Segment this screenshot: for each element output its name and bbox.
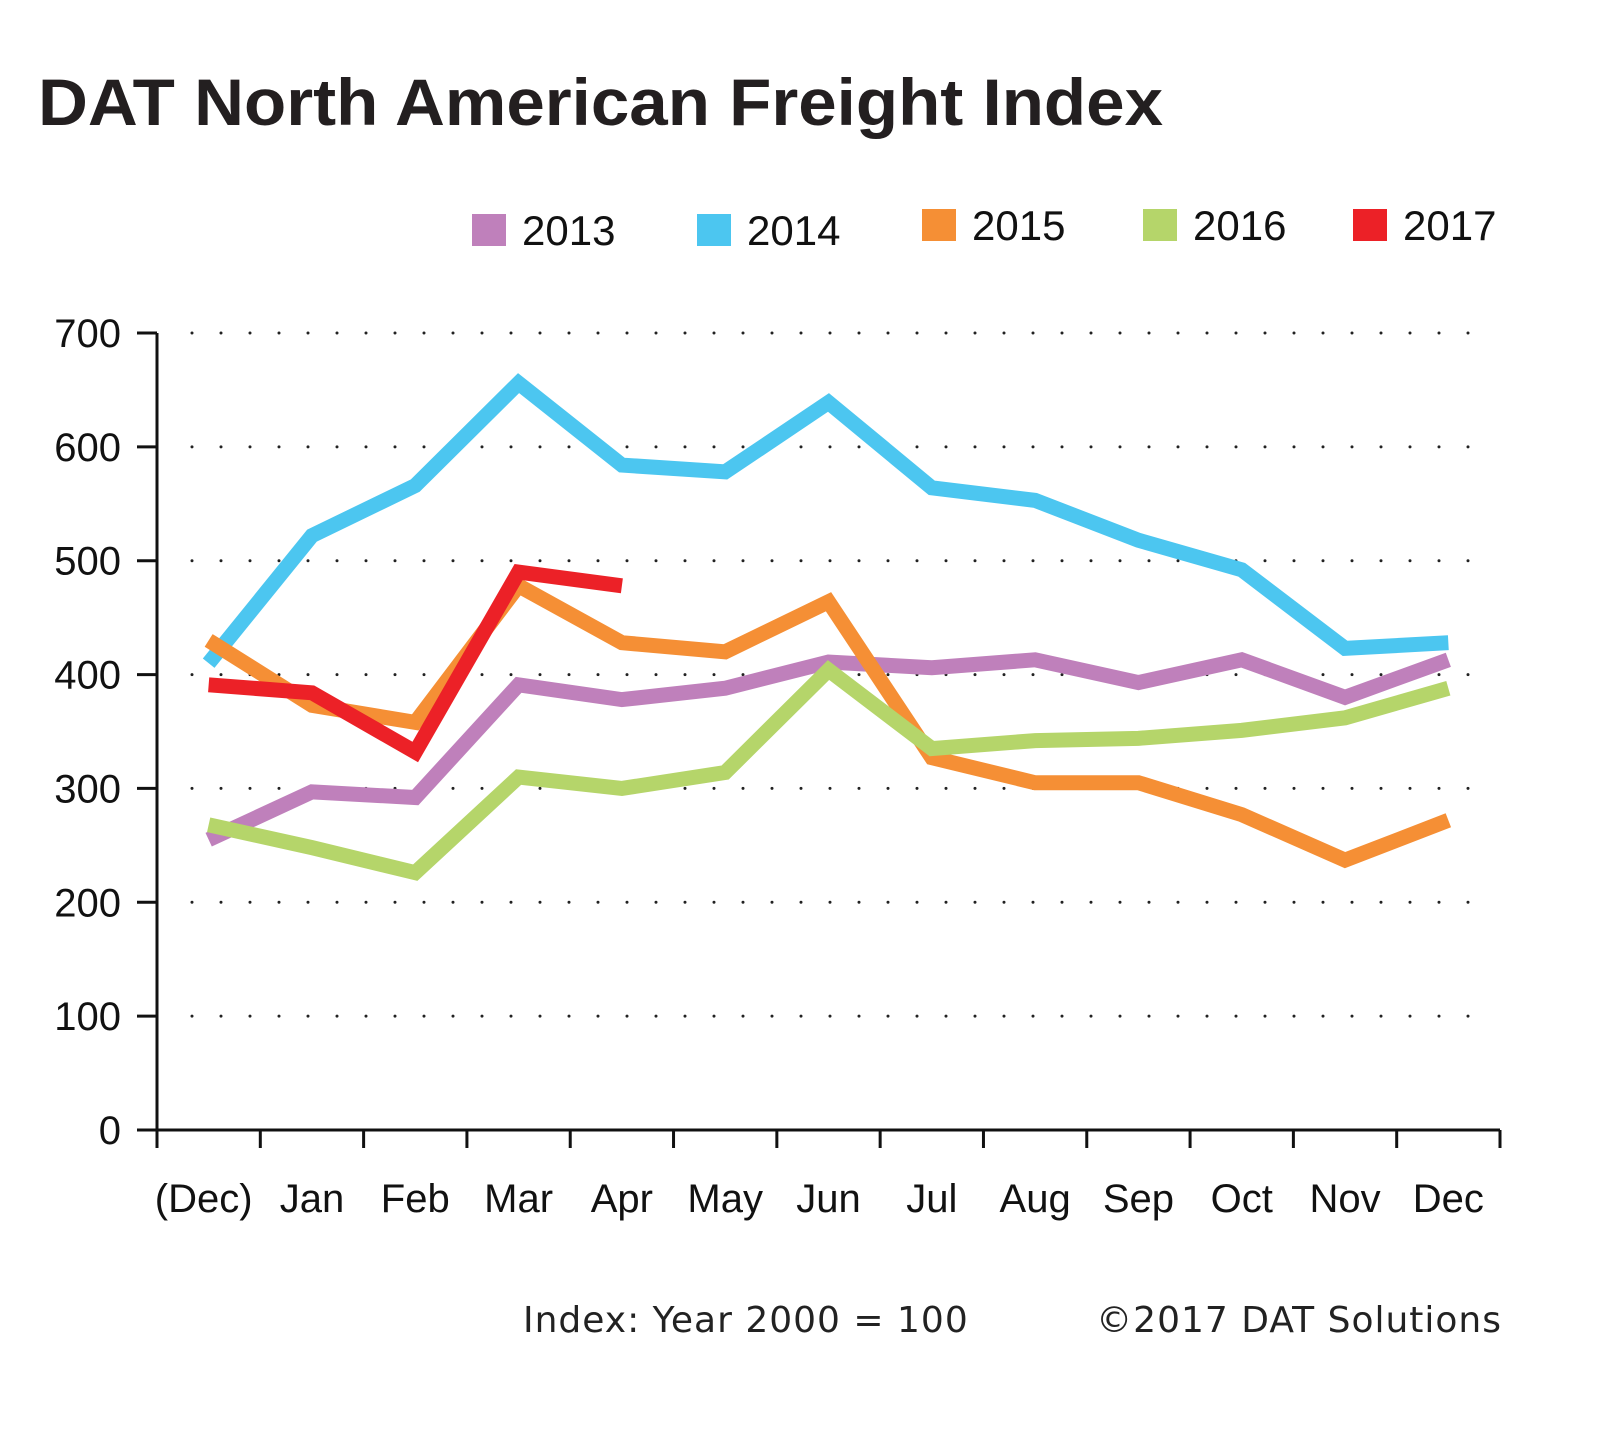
- legend-item-2017: 2017: [1353, 202, 1496, 249]
- x-tick-label: (Dec): [155, 1177, 253, 1221]
- y-tick-label: 500: [54, 540, 121, 584]
- x-tick-label: Nov: [1309, 1177, 1380, 1221]
- legend: 2013 2014 2015 2016 2017: [472, 202, 1496, 254]
- x-tick-label: Jun: [796, 1177, 861, 1221]
- chart-title: DAT North American Freight Index: [38, 65, 1163, 139]
- x-tick-label: Oct: [1211, 1177, 1273, 1221]
- x-tick-label: Dec: [1413, 1177, 1484, 1221]
- copyright: ©2017 DAT Solutions: [1096, 1300, 1502, 1341]
- x-tick-label: Apr: [591, 1177, 653, 1221]
- series-line-2015: [204, 576, 1452, 869]
- y-tick-label: 600: [54, 426, 121, 470]
- legend-label: 2014: [747, 207, 840, 254]
- legend-label: 2013: [522, 207, 615, 254]
- x-tick-label: Mar: [484, 1177, 553, 1221]
- series-lines: [202, 373, 1452, 881]
- legend-item-2016: 2016: [1143, 202, 1286, 249]
- legend-swatch: [1143, 209, 1177, 241]
- x-tick-label: Feb: [381, 1177, 450, 1221]
- series-line-2014: [202, 373, 1449, 668]
- legend-item-2013: 2013: [472, 207, 615, 254]
- legend-swatch: [472, 214, 506, 246]
- legend-label: 2016: [1193, 202, 1286, 249]
- legend-swatch: [1353, 209, 1387, 241]
- legend-swatch: [697, 214, 731, 246]
- footnote: Index: Year 2000 = 100: [523, 1300, 969, 1341]
- x-tick-label: May: [687, 1177, 763, 1221]
- legend-label: 2015: [972, 202, 1065, 249]
- y-tick-label: 400: [54, 654, 121, 698]
- y-tick-label: 100: [54, 995, 121, 1039]
- y-tick-label: 700: [54, 312, 121, 356]
- series-line-2013: [205, 651, 1451, 847]
- axes: 0 100 200 300 400 500 600 700 (Dec) Jan Feb Mar Apr M…: [54, 312, 1502, 1221]
- y-tick-label: 200: [54, 881, 121, 925]
- series-line-2016: [207, 660, 1451, 881]
- legend-swatch: [922, 209, 956, 241]
- legend-item-2014: 2014: [697, 207, 840, 254]
- x-tick-label: Jan: [280, 1177, 345, 1221]
- x-tick-label: Aug: [1000, 1177, 1071, 1221]
- y-tick-label: 300: [54, 767, 121, 811]
- y-tick-label: 0: [99, 1109, 121, 1153]
- x-tick-label: Jul: [906, 1177, 957, 1221]
- series-line-2017: [208, 564, 623, 763]
- x-tick-label: Sep: [1103, 1177, 1174, 1221]
- legend-label: 2017: [1403, 202, 1496, 249]
- legend-item-2015: 2015: [922, 202, 1065, 249]
